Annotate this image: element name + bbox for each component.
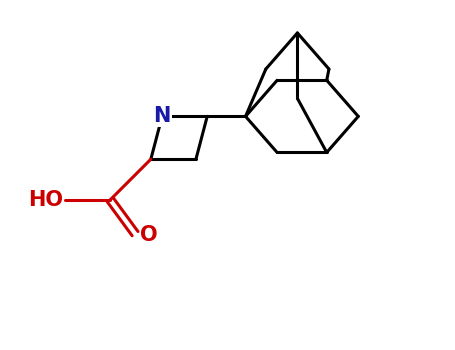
Text: O: O bbox=[141, 224, 158, 245]
Text: HO: HO bbox=[28, 190, 63, 210]
Text: N: N bbox=[153, 106, 171, 126]
